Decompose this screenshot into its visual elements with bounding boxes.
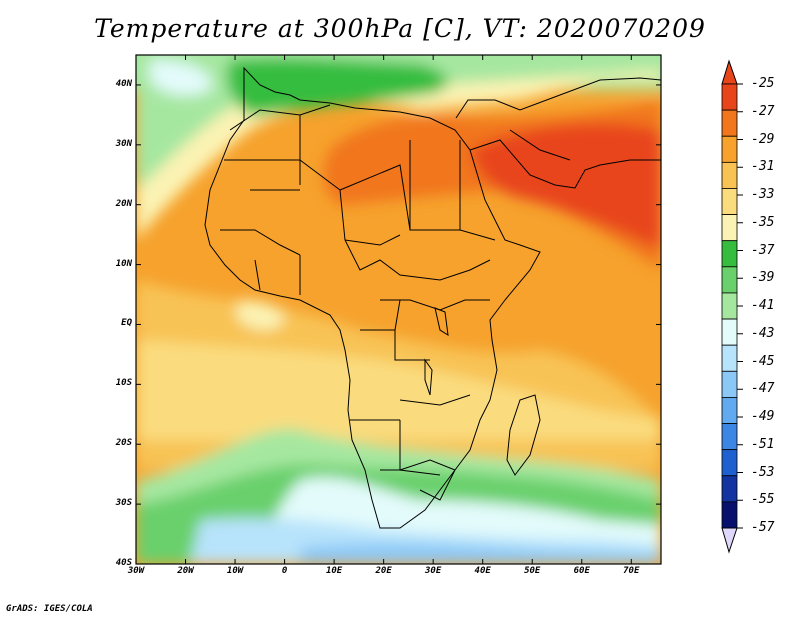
lat-tick-label: 30S xyxy=(115,498,132,509)
lat-tick-label: 40S xyxy=(115,558,132,568)
colorbar xyxy=(721,59,743,554)
colorbar-label: -37 xyxy=(751,242,775,258)
colorbar-top-arrow xyxy=(721,59,738,85)
map-frame xyxy=(135,54,662,565)
colorbar-label: -53 xyxy=(751,464,775,480)
lat-tick-label: 10S xyxy=(115,378,132,389)
colorbar-label: -49 xyxy=(751,409,775,424)
colorbar-label: -43 xyxy=(751,325,775,341)
lat-tick-label: 20S xyxy=(115,438,132,449)
colorbar-swatch xyxy=(721,188,738,215)
map-title: Temperature at 300hPa [C], VT: 202007020… xyxy=(94,14,706,43)
colorbar-label: -51 xyxy=(751,436,775,452)
colorbar-swatch xyxy=(721,161,738,189)
colorbar-label: -27 xyxy=(751,103,775,119)
colorbar-swatch xyxy=(721,214,738,242)
colorbar-label: -33 xyxy=(751,187,775,202)
colorbar-bottom-arrow xyxy=(721,527,738,554)
lon-tick-label: 20W xyxy=(177,566,194,576)
lon-tick-label: 30E xyxy=(425,566,442,576)
colorbar-swatch xyxy=(721,449,738,477)
lat-tick-label: 10N xyxy=(115,258,132,269)
colorbar-swatch xyxy=(721,370,738,398)
lon-tick-label: 60E xyxy=(573,566,590,576)
colorbar-label: -45 xyxy=(751,353,775,369)
colorbar-label: -29 xyxy=(751,131,775,147)
colorbar-swatch xyxy=(721,423,738,451)
lon-tick-label: 70E xyxy=(623,566,640,576)
colorbar-swatch xyxy=(721,135,738,163)
lon-tick-label: 0 xyxy=(281,566,288,576)
lon-tick-label: 20E xyxy=(375,566,392,576)
lat-tick-label: 30N xyxy=(115,138,132,149)
colorbar-swatch xyxy=(721,109,738,137)
colorbar-swatch xyxy=(721,292,738,320)
colorbar-label: -35 xyxy=(751,214,775,230)
colorbar-label: -47 xyxy=(751,381,775,397)
lat-tick-label: 20N xyxy=(115,198,132,209)
lon-tick-label: 10E xyxy=(325,566,343,576)
colorbar-swatch xyxy=(721,83,738,111)
colorbar-swatch xyxy=(721,501,738,529)
colorbar-swatch xyxy=(721,240,738,268)
colorbar-swatch xyxy=(721,475,738,503)
country-boundaries xyxy=(204,66,661,529)
colorbar-label: -39 xyxy=(751,270,775,286)
colorbar-swatch xyxy=(721,318,738,346)
colorbar-label: -57 xyxy=(751,520,775,535)
lon-tick-label: 30W xyxy=(127,566,145,576)
lon-tick-label: 10W xyxy=(226,566,244,576)
lat-tick-label: 40N xyxy=(115,78,132,89)
colorbar-swatch xyxy=(721,397,738,424)
colorbar-label: -31 xyxy=(751,159,775,175)
lon-tick-label: 40E xyxy=(474,566,491,576)
credit-text: GrADS: IGES/COLA xyxy=(6,604,93,614)
colorbar-swatch xyxy=(721,344,738,372)
colorbar-label: -41 xyxy=(751,298,775,313)
lon-tick-label: 50E xyxy=(524,566,541,576)
colorbar-label: -25 xyxy=(751,76,775,91)
lat-tick-label: EQ xyxy=(121,318,132,329)
colorbar-label: -55 xyxy=(751,492,775,508)
colorbar-swatch xyxy=(721,266,738,294)
